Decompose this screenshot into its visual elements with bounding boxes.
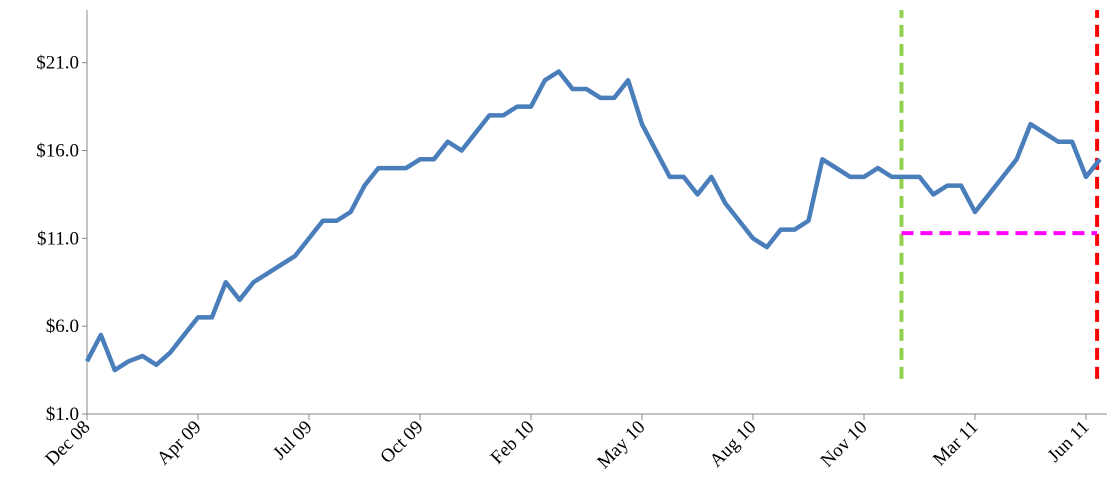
x-tick-label: Aug 10 [706, 417, 761, 472]
y-tick-label: $1.0 [46, 404, 79, 425]
x-tick-label: Feb 10 [487, 417, 539, 469]
x-tick-label: Jun 11 [1044, 417, 1094, 467]
x-tick-label: Mar 11 [929, 417, 983, 471]
y-tick-label: $6.0 [46, 316, 79, 337]
x-tick-label: May 10 [593, 417, 649, 473]
y-tick-label: $11.0 [37, 228, 79, 249]
x-tick-label: Jul 09 [269, 417, 316, 464]
y-tick-label: $21.0 [36, 53, 79, 74]
x-tick-label: Apr 09 [153, 417, 206, 470]
x-tick-label: Nov 10 [817, 417, 872, 472]
price-line [85, 69, 1102, 373]
y-tick-label: $16.0 [36, 141, 79, 162]
x-tick-label: Oct 09 [376, 417, 427, 468]
